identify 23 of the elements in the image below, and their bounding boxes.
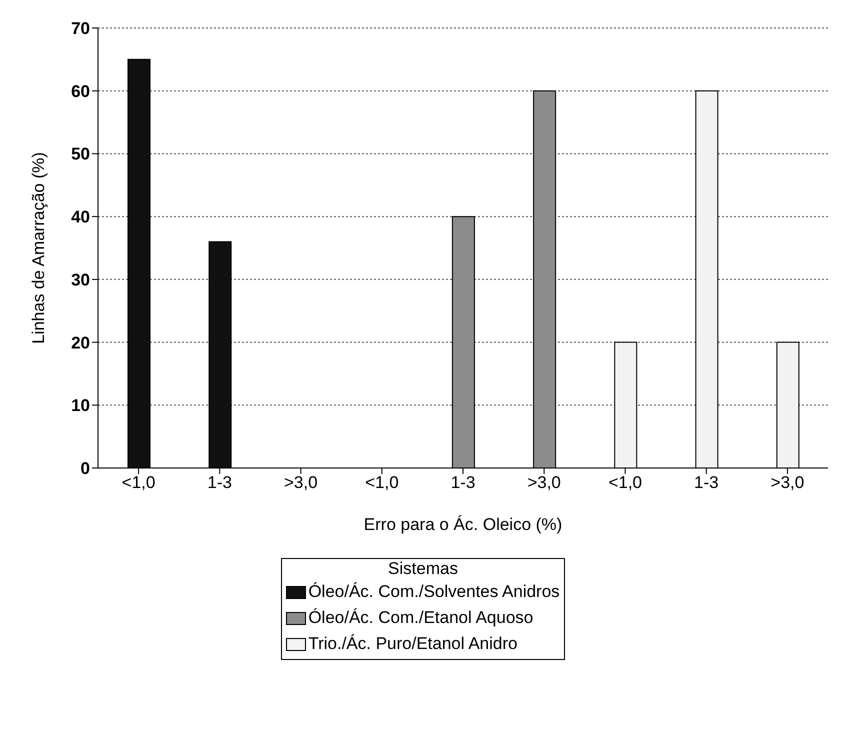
y-axis-title: Linhas de Amarração (%): [29, 152, 48, 344]
x-axis-title: Erro para o Ác. Oleico (%): [364, 515, 562, 534]
y-tick-label: 0: [80, 459, 90, 478]
legend-label: Óleo/Ác. Com./Etanol Aquoso: [307, 607, 534, 629]
x-tick-label: <1,0: [608, 473, 642, 492]
y-tick-label: 70: [71, 19, 90, 38]
y-tick-label: 20: [71, 333, 90, 352]
y-tick-label: 60: [71, 82, 90, 101]
x-tick-label: 1-3: [207, 473, 232, 492]
x-tick-label: >3,0: [770, 473, 804, 492]
y-tick-label: 40: [71, 208, 90, 227]
x-tick-label: 1-3: [450, 473, 476, 492]
legend-label: Óleo/Ác. Com./Solventes Anidros: [307, 581, 560, 603]
y-tick-label: 50: [71, 144, 90, 164]
x-tick-label: 1-3: [694, 473, 719, 492]
legend-title: Sistemas: [387, 559, 459, 579]
x-tick-label: <1,0: [122, 473, 156, 492]
x-tick-label: <1,0: [365, 473, 399, 492]
x-tick-label: >3,0: [284, 473, 318, 492]
y-tick-label: 30: [71, 270, 90, 290]
legend-label: Trio./Ác. Puro/Etanol Anidro: [307, 633, 518, 655]
y-tick-label: 10: [71, 396, 90, 416]
x-tick-label: >3,0: [527, 473, 561, 492]
